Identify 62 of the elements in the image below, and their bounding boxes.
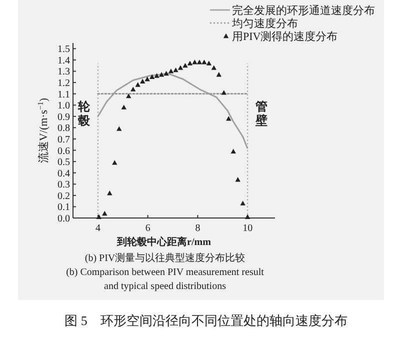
point xyxy=(226,116,232,121)
point xyxy=(178,65,184,70)
point xyxy=(235,177,240,182)
point xyxy=(107,190,112,196)
ref-line-label: 轮毂 xyxy=(76,100,91,128)
legend-label: 均匀速度分布 xyxy=(231,17,298,30)
y-tick-label: 0.6 xyxy=(58,146,70,157)
y-tick-label: 1.2 xyxy=(58,78,70,90)
point xyxy=(173,67,178,72)
point xyxy=(206,60,212,66)
y-tick-label: 1.0 xyxy=(58,100,70,112)
text: (b) Comparison between PIV measurement result xyxy=(66,267,264,278)
ref-line-label: 管壁 xyxy=(254,100,268,128)
point xyxy=(126,93,132,98)
x-tick-label: 10 xyxy=(242,223,253,234)
point xyxy=(140,78,146,84)
point xyxy=(164,70,169,76)
legend-label: 用PIV测得的速度分布 xyxy=(232,30,338,43)
point xyxy=(149,74,155,79)
point xyxy=(216,72,222,77)
point xyxy=(135,82,140,87)
point xyxy=(192,60,198,64)
caption: 图 5 环形空间沿径向不同位置处的轴向速度分布 xyxy=(64,313,348,328)
point xyxy=(144,76,150,82)
text: (b) PIV测量与以往典型速度分布比较 xyxy=(84,252,246,264)
point xyxy=(230,148,236,154)
point xyxy=(112,160,118,165)
point xyxy=(130,86,136,92)
legend-label: 完全发展的环形通道速度分布 xyxy=(232,4,375,17)
point xyxy=(187,60,193,66)
point xyxy=(96,214,102,219)
point xyxy=(182,62,188,68)
y-tick-label: 0.4 xyxy=(58,168,70,180)
point xyxy=(221,90,226,95)
y-tick-label: 0.9 xyxy=(58,112,70,123)
y-tick-label: 0.7 xyxy=(58,134,70,146)
point xyxy=(102,210,108,216)
text: and typical speed distributions xyxy=(104,281,226,292)
point xyxy=(168,68,174,74)
y-tick-label: 0.3 xyxy=(58,180,70,191)
y-tick-label: 0.0 xyxy=(58,214,70,224)
x-tick-label: 8 xyxy=(195,223,200,234)
y-tick-label: 0.2 xyxy=(58,190,70,202)
y-tick-label: 0.8 xyxy=(58,123,70,134)
point xyxy=(244,214,250,219)
point xyxy=(240,200,246,206)
y-tick-label: 1.1 xyxy=(58,89,70,100)
x-tick-label: 4 xyxy=(95,223,100,234)
x-axis-title: 到轮毂中心距离r/mm xyxy=(116,236,212,248)
x-tick-label: 6 xyxy=(145,223,150,234)
y-tick-label: 0.5 xyxy=(58,157,70,168)
point xyxy=(116,126,122,131)
point xyxy=(196,60,202,64)
y-tick-label: 1.5 xyxy=(58,44,70,56)
point xyxy=(121,104,126,110)
point xyxy=(211,65,216,70)
point xyxy=(202,60,207,64)
y-tick-label: 1.4 xyxy=(58,55,70,66)
point xyxy=(158,72,164,77)
point xyxy=(154,73,160,78)
y-tick-label: 1.3 xyxy=(58,66,70,78)
y-tick-label: 0.1 xyxy=(58,202,70,214)
